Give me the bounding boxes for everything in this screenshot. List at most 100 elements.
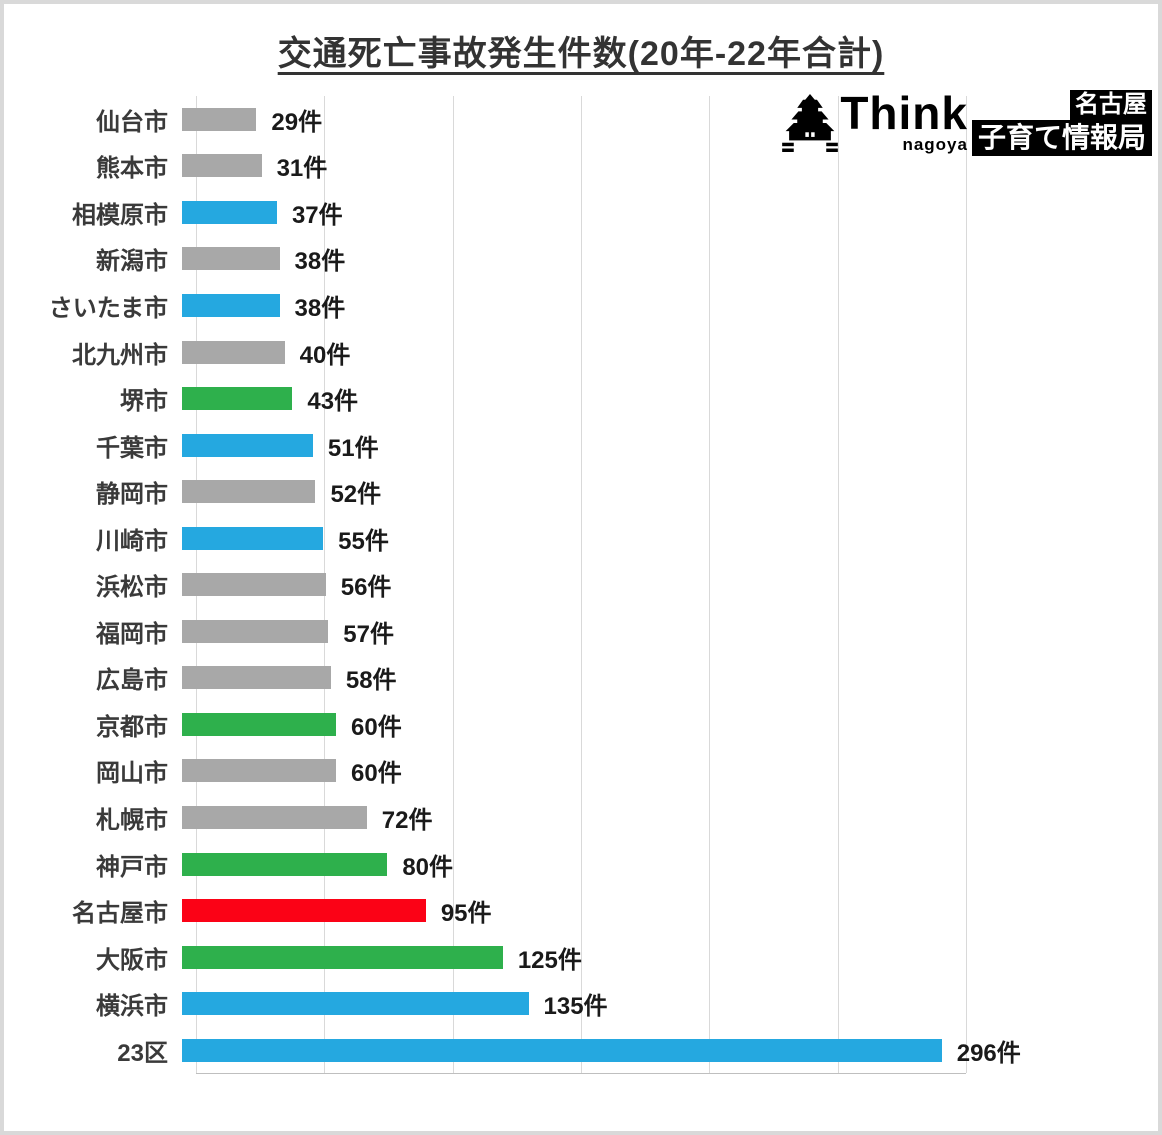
value-label: 38件 — [294, 294, 346, 322]
bar-track: 80件 — [182, 841, 952, 888]
bar — [182, 945, 503, 969]
bar-track: 125件 — [182, 934, 952, 981]
value-label: 43件 — [307, 388, 359, 416]
bar-track: 55件 — [182, 515, 952, 562]
value-label: 60件 — [351, 713, 402, 741]
category-label: 札幌市 — [96, 806, 168, 834]
bar — [182, 293, 280, 317]
bar-row: 熊本市 31件 — [4, 143, 1158, 190]
bar-track: 43件 — [182, 375, 952, 422]
gridline — [452, 96, 454, 1073]
gridline — [837, 96, 839, 1073]
bar — [182, 200, 277, 224]
bar-row: 札幌市 72件 — [4, 794, 1158, 841]
category-label: 神戸市 — [96, 853, 168, 881]
bar — [182, 805, 367, 829]
bar-track: 29件 — [182, 96, 952, 143]
bar-track: 60件 — [182, 701, 952, 748]
category-label: 静岡市 — [96, 481, 168, 509]
category-label: 浜松市 — [96, 574, 168, 602]
value-label: 58件 — [345, 667, 397, 695]
bar-track: 72件 — [182, 794, 952, 841]
value-label: 31件 — [276, 155, 328, 183]
bar-row: 23区 296件 — [4, 1027, 1158, 1074]
bar — [182, 852, 388, 876]
bar — [182, 480, 316, 504]
bar-track: 31件 — [182, 143, 952, 190]
chart-title: 交通死亡事故発生件数(20年-22年合計) — [277, 35, 885, 73]
bar-row: 広島市 58件 — [4, 655, 1158, 702]
logo-think-block: Think nagoya — [840, 90, 968, 154]
category-label: 京都市 — [96, 713, 168, 741]
value-label: 56件 — [340, 574, 392, 602]
category-label: 相模原市 — [72, 201, 168, 229]
bar — [182, 1038, 942, 1062]
bar-row: 浜松市 56件 — [4, 561, 1158, 608]
category-label: 横浜市 — [96, 993, 168, 1021]
bar-track: 51件 — [182, 422, 952, 469]
bar-row: 神戸市 80件 — [4, 841, 1158, 888]
category-label: 北九州市 — [72, 341, 168, 369]
bar-track: 38件 — [182, 236, 952, 283]
bar — [182, 526, 324, 550]
value-label: 57件 — [343, 620, 394, 648]
gridline — [581, 96, 582, 1073]
bar-row: さいたま市 38件 — [4, 282, 1158, 329]
bar-track: 58件 — [182, 655, 952, 702]
bar — [182, 107, 257, 131]
value-label: 37件 — [291, 201, 343, 229]
category-label: 熊本市 — [96, 155, 168, 183]
bar-row: 仙台市 29件 — [4, 96, 1158, 143]
category-label: 仙台市 — [96, 108, 168, 136]
bar-row: 川崎市 55件 — [4, 515, 1158, 562]
bar-row: 名古屋市 95件 — [4, 887, 1158, 934]
value-label: 135件 — [543, 993, 608, 1021]
bar-row: 千葉市 51件 — [4, 422, 1158, 469]
category-label: 大阪市 — [96, 946, 168, 974]
bar-row: 北九州市 40件 — [4, 329, 1158, 376]
bar-track: 135件 — [182, 980, 952, 1027]
logo-box-line2: 子育て情報局 — [971, 120, 1152, 156]
bar-track: 52件 — [182, 468, 952, 515]
bar-track: 95件 — [182, 887, 952, 934]
logo: Think nagoya 名古屋 子育て情報局 — [782, 90, 1152, 156]
bar-track: 296件 — [182, 1027, 1021, 1074]
gridline — [966, 96, 967, 1073]
category-label: 川崎市 — [96, 527, 168, 555]
category-label: 広島市 — [96, 667, 168, 695]
value-label: 296件 — [956, 1039, 1021, 1067]
category-label: 福岡市 — [96, 620, 168, 648]
value-label: 52件 — [330, 481, 382, 509]
bar — [182, 619, 329, 643]
category-label: 岡山市 — [96, 760, 168, 788]
bar — [182, 899, 426, 923]
bar — [182, 759, 336, 783]
value-label: 125件 — [517, 946, 582, 974]
bar-row: 京都市 60件 — [4, 701, 1158, 748]
castle-icon — [782, 94, 839, 152]
bar — [182, 247, 280, 271]
bar — [182, 387, 293, 411]
bar-row: 横浜市 135件 — [4, 980, 1158, 1027]
bar — [182, 712, 336, 736]
category-label: 千葉市 — [96, 434, 168, 462]
category-label: 新潟市 — [96, 248, 168, 276]
bar-row: 大阪市 125件 — [4, 934, 1158, 981]
bar-row: 福岡市 57件 — [4, 608, 1158, 655]
bar-row: 相模原市 37件 — [4, 189, 1158, 236]
logo-box-line1: 名古屋 — [1070, 90, 1152, 120]
category-label: 23区 — [117, 1039, 168, 1067]
value-label: 51件 — [327, 434, 379, 462]
value-label: 55件 — [338, 527, 389, 555]
bar-track: 56件 — [182, 561, 952, 608]
bar-track: 38件 — [182, 282, 952, 329]
logo-think-text: Think — [840, 87, 968, 139]
bar — [182, 992, 529, 1016]
value-label: 38件 — [294, 248, 346, 276]
category-label: 名古屋市 — [72, 900, 168, 928]
category-label: さいたま市 — [48, 294, 168, 322]
category-label: 堺市 — [120, 388, 168, 416]
bar — [182, 573, 326, 597]
bar-chart: 仙台市 29件 熊本市 31件 相模原市 37件 新潟市 38件 さいたま市 38件 北九州市 40件… — [4, 96, 1158, 1073]
